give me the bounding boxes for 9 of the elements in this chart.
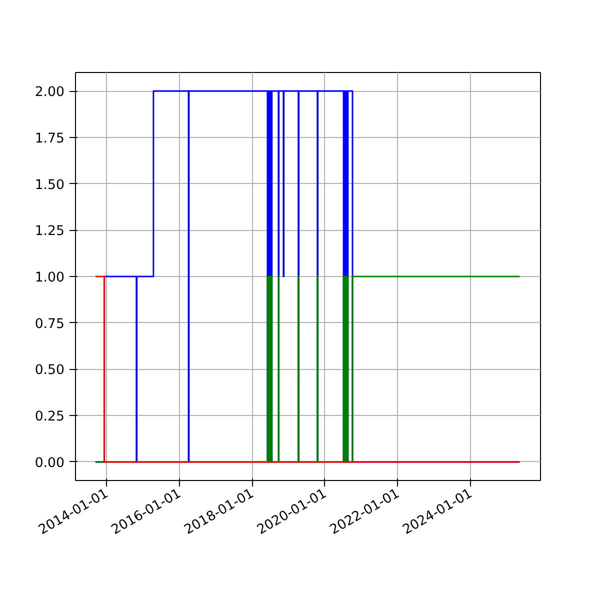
y-tick-label: 0.75 bbox=[34, 316, 65, 332]
y-tick-label: 2.00 bbox=[34, 85, 65, 100]
y-tick-label: 0.25 bbox=[34, 410, 65, 425]
y-tick-label: 1.00 bbox=[34, 270, 65, 286]
y-tick-label: 0.50 bbox=[34, 363, 65, 378]
y-tick-label: 1.50 bbox=[34, 178, 65, 193]
y-tick-label: 1.75 bbox=[34, 131, 65, 146]
y-tick-label: 1.25 bbox=[34, 224, 65, 240]
y-tick-label: 0.00 bbox=[34, 456, 65, 471]
